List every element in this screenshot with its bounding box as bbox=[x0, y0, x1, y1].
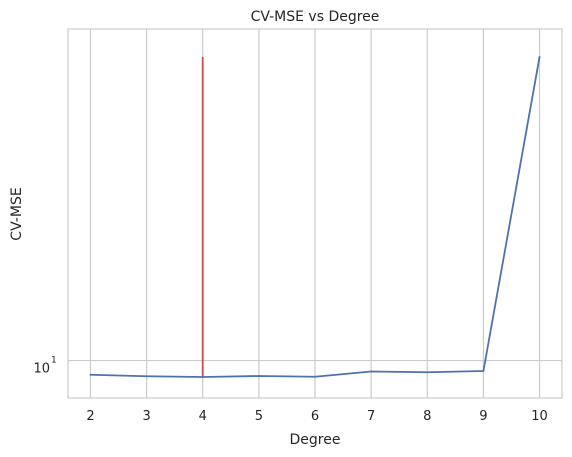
chart-title: CV-MSE vs Degree bbox=[251, 9, 380, 25]
cv-mse-data-point bbox=[314, 375, 316, 378]
x-tick-label: 8 bbox=[423, 409, 431, 424]
x-tick-label: 7 bbox=[367, 409, 375, 424]
cv-mse-data-point bbox=[257, 375, 260, 377]
y-axis-label: CV-MSE bbox=[9, 187, 25, 240]
cv-mse-data-point bbox=[426, 371, 429, 374]
y-tick-label: 10 bbox=[33, 362, 50, 377]
y-tick-exponent: 1 bbox=[51, 356, 57, 366]
data-layer bbox=[89, 56, 541, 378]
cv-mse-data-point bbox=[482, 370, 485, 372]
x-tick-label: 10 bbox=[531, 409, 548, 424]
x-tick-label: 4 bbox=[199, 409, 207, 424]
cv-mse-data-point bbox=[538, 56, 541, 58]
plot-frame bbox=[67, 28, 563, 399]
cv-mse-data-point bbox=[201, 376, 204, 378]
x-tick-label: 3 bbox=[142, 409, 150, 424]
cv-mse-data-point bbox=[370, 370, 373, 373]
x-tick-label: 9 bbox=[479, 409, 487, 424]
cv-mse-data-point bbox=[89, 373, 92, 376]
x-tick-label: 2 bbox=[86, 409, 94, 424]
cv-mse-data-point bbox=[145, 375, 148, 378]
x-axis-label: Degree bbox=[290, 432, 341, 448]
x-tick-label: 5 bbox=[255, 409, 263, 424]
x-tick-label: 6 bbox=[311, 409, 319, 424]
